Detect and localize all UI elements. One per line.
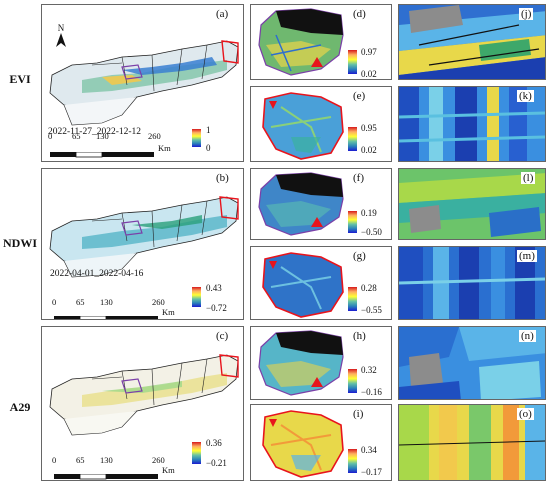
scalebar-tick-0: 0 xyxy=(48,131,53,141)
scalebar-tick-130: 130 xyxy=(100,455,113,465)
region-map-c xyxy=(49,354,239,436)
panel-id-f: (f) xyxy=(353,172,364,184)
zoom-map-e xyxy=(262,92,344,160)
image-panel-l: (l) xyxy=(398,168,546,240)
panel-id-d: (d) xyxy=(353,8,366,20)
map-date-a: 2022-11-27_2022-12-12 xyxy=(48,127,142,137)
panel-id-m: (m) xyxy=(517,250,537,262)
panel-id-l: (l) xyxy=(521,172,536,184)
colorbar-min-d: 0.02 xyxy=(361,69,377,79)
colorbar-max-b: 0.43 xyxy=(206,283,222,293)
colorbar-max-i: 0.34 xyxy=(361,445,377,455)
zoom-panel-g: (g) 0.28 −0.55 xyxy=(250,246,392,320)
colorbar-min-e: 0.02 xyxy=(361,145,377,155)
scalebar-tick-130: 130 xyxy=(96,131,109,141)
north-arrow-label: N xyxy=(57,23,65,33)
panel-id-k: (k) xyxy=(517,90,534,102)
zoom-panel-f: (f) 0.19 −0.50 xyxy=(250,168,392,240)
panel-id-b: (b) xyxy=(216,172,229,184)
zoom-panel-d: (d) 0.97 0.02 xyxy=(250,4,392,80)
colorbar-min-a: 0 xyxy=(206,143,211,153)
colorbar-max-e: 0.95 xyxy=(361,123,377,133)
colorbar-min-g: −0.55 xyxy=(361,305,382,315)
row-label-a29: A29 xyxy=(9,400,31,414)
panel-id-g: (g) xyxy=(353,250,366,262)
colorbar-i xyxy=(348,449,357,473)
scalebar-tick-65: 65 xyxy=(76,297,85,307)
panel-id-a: (a) xyxy=(216,8,229,20)
colorbar-min-h: −0.16 xyxy=(361,387,382,397)
scalebar-graphic-b xyxy=(54,315,158,319)
map-panel-b: (b) 2022-04-01_2022-04-16 0.43 −0.72 0 6… xyxy=(41,168,244,320)
scalebar-unit: Km xyxy=(162,465,175,475)
colorbar-a xyxy=(192,129,201,147)
panel-id-c: (c) xyxy=(216,330,229,342)
scalebar-a: 0 65 130 260 Km xyxy=(48,131,210,161)
image-panel-m: (m) xyxy=(398,246,546,320)
colorbar-max-d: 0.97 xyxy=(361,47,377,57)
colorbar-max-h: 0.32 xyxy=(361,365,377,375)
region-map-b xyxy=(49,196,239,278)
north-arrow-glyph xyxy=(56,33,66,47)
colorbar-f xyxy=(348,211,357,233)
colorbar-max-f: 0.19 xyxy=(361,208,377,218)
row-label-evi: EVI xyxy=(9,72,31,86)
scalebar-unit: Km xyxy=(162,307,175,317)
satellite-image-n xyxy=(399,327,545,399)
colorbar-d xyxy=(348,50,357,74)
colorbar-min-b: −0.72 xyxy=(206,303,227,313)
region-map-a xyxy=(49,40,239,126)
zoom-map-d xyxy=(258,8,344,76)
zoom-panel-e: (e) 0.95 0.02 xyxy=(250,86,392,162)
satellite-image-o xyxy=(399,405,545,480)
zoom-panel-h: (h) 0.32 −0.16 xyxy=(250,326,392,400)
scalebar-tick-130: 130 xyxy=(100,297,113,307)
panel-id-e: (e) xyxy=(353,90,366,102)
panel-id-j: (j) xyxy=(519,8,534,20)
zoom-map-g xyxy=(262,252,344,318)
scalebar-tick-260: 260 xyxy=(152,455,165,465)
map-panel-c: (c) 0.36 −0.21 0 65 130 260 Km xyxy=(41,326,244,481)
colorbar-min-c: −0.21 xyxy=(206,458,227,468)
scalebar-tick-260: 260 xyxy=(152,297,165,307)
row-label-ndwi: NDWI xyxy=(2,236,37,250)
colorbar-b xyxy=(192,287,201,307)
image-panel-j: (j) xyxy=(398,4,546,80)
scalebar-tick-0: 0 xyxy=(52,455,57,465)
colorbar-min-i: −0.17 xyxy=(361,467,382,477)
zoom-map-i xyxy=(262,410,344,478)
image-panel-n: (n) xyxy=(398,326,546,400)
north-arrow-icon: N xyxy=(54,23,68,49)
zoom-panel-i: (i) 0.34 −0.17 xyxy=(250,404,392,481)
scalebar-graphic-a xyxy=(50,151,154,158)
panel-id-h: (h) xyxy=(353,330,366,342)
scalebar-tick-0: 0 xyxy=(52,297,57,307)
panel-id-o: (o) xyxy=(517,408,534,420)
colorbar-g xyxy=(348,287,357,311)
colorbar-h xyxy=(348,369,357,393)
map-date-b: 2022-04-01_2022-04-16 xyxy=(50,269,144,279)
colorbar-min-f: −0.50 xyxy=(361,227,382,237)
panel-id-i: (i) xyxy=(353,408,364,420)
scalebar-tick-65: 65 xyxy=(72,131,81,141)
satellite-image-l xyxy=(399,169,545,239)
colorbar-max-a: 1 xyxy=(206,125,211,135)
scalebar-tick-65: 65 xyxy=(76,455,85,465)
colorbar-max-g: 0.28 xyxy=(361,283,377,293)
image-panel-o: (o) xyxy=(398,404,546,481)
zoom-map-h xyxy=(258,330,344,396)
panel-id-n: (n) xyxy=(519,330,536,342)
scalebar-c: 0 65 130 260 Km xyxy=(52,455,214,480)
map-panel-a: N (a) 2022-11-27_2022-12-12 1 0 0 65 130… xyxy=(41,4,244,162)
zoom-map-f xyxy=(258,172,344,236)
colorbar-max-c: 0.36 xyxy=(206,438,222,448)
scalebar-b: 0 65 130 260 Km xyxy=(52,297,214,319)
colorbar-e xyxy=(348,127,357,151)
scalebar-graphic-c xyxy=(54,473,158,480)
scalebar-unit: Km xyxy=(158,143,171,153)
colorbar-c xyxy=(192,442,201,464)
scalebar-tick-260: 260 xyxy=(148,131,161,141)
image-panel-k: (k) xyxy=(398,86,546,162)
